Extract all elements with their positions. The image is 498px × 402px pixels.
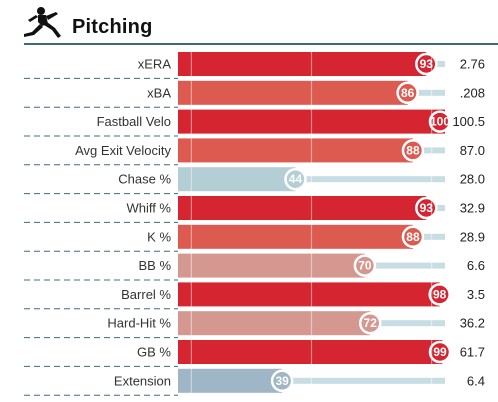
percentile-bar [178,52,427,76]
metric-label: xERA [138,57,172,72]
metric-label: Fastball Velo [97,114,171,129]
percentile-badge [415,196,438,220]
metric-label: xBA [147,85,171,100]
metric-label: GB % [137,345,171,360]
percentile-value: 70 [358,259,372,273]
metric-label: Whiff % [126,201,171,216]
percentile-bar [178,138,413,163]
percentile-bar [178,368,283,393]
percentile-value: 88 [406,143,420,157]
percentile-value: 93 [420,57,434,71]
percentile-value: 100 [430,115,450,129]
percentile-bar [178,196,427,220]
stat-value: 6.4 [467,373,485,388]
stat-value: 36.2 [460,316,485,331]
percentile-value: 39 [275,374,289,388]
section-header: Pitching [0,0,498,44]
stat-value: 3.5 [467,287,485,302]
percentile-bar [178,311,371,336]
percentile-bar [178,253,365,278]
percentile-badge [428,110,452,133]
percentile-value: 86 [401,86,415,100]
percentile-bar [178,109,445,134]
metric-label: Barrel % [121,287,171,302]
percentile-value: 88 [406,230,420,244]
stat-value: 61.7 [460,345,485,360]
stat-value: 2.76 [460,57,485,72]
pitcher-icon [24,7,61,38]
bar-track [178,377,445,384]
percentile-bar [178,282,440,307]
metric-label: K % [147,229,171,244]
header-rule [24,43,498,45]
percentile-badge [353,254,377,277]
percentile-badge [270,369,294,393]
stat-value: 32.9 [460,201,485,216]
percentile-bar [178,80,408,105]
percentile-badge [284,167,307,191]
stat-value: 28.9 [460,229,485,244]
metric-label: Avg Exit Velocity [75,143,171,158]
stat-value: 28.0 [460,172,485,187]
percentile-badge [428,283,451,306]
bar-track [178,176,445,183]
percentile-badge [358,311,382,335]
metric-label: Hard-Hit % [107,316,171,331]
percentile-badge [396,81,419,105]
stat-value: 100.5 [452,114,485,129]
percentile-bar [178,167,296,192]
page-title: Pitching [72,16,153,38]
percentile-value: 99 [433,345,447,359]
percentile-value: 98 [433,287,447,301]
percentile-badge [401,225,425,249]
stat-value: 6.6 [467,258,485,273]
metric-label: BB % [138,258,171,273]
stat-value: 87.0 [460,143,485,158]
percentile-badge [415,52,438,76]
percentile-value: 72 [364,316,378,330]
stat-value: .208 [460,85,485,100]
percentile-badge [428,340,452,364]
metric-label: Chase % [118,172,171,187]
percentile-bar [178,224,413,249]
percentile-value: 93 [420,201,434,215]
percentile-value: 44 [289,172,303,186]
percentile-bar [178,340,443,364]
metric-label: Extension [114,373,171,388]
percentile-badge [401,139,425,162]
